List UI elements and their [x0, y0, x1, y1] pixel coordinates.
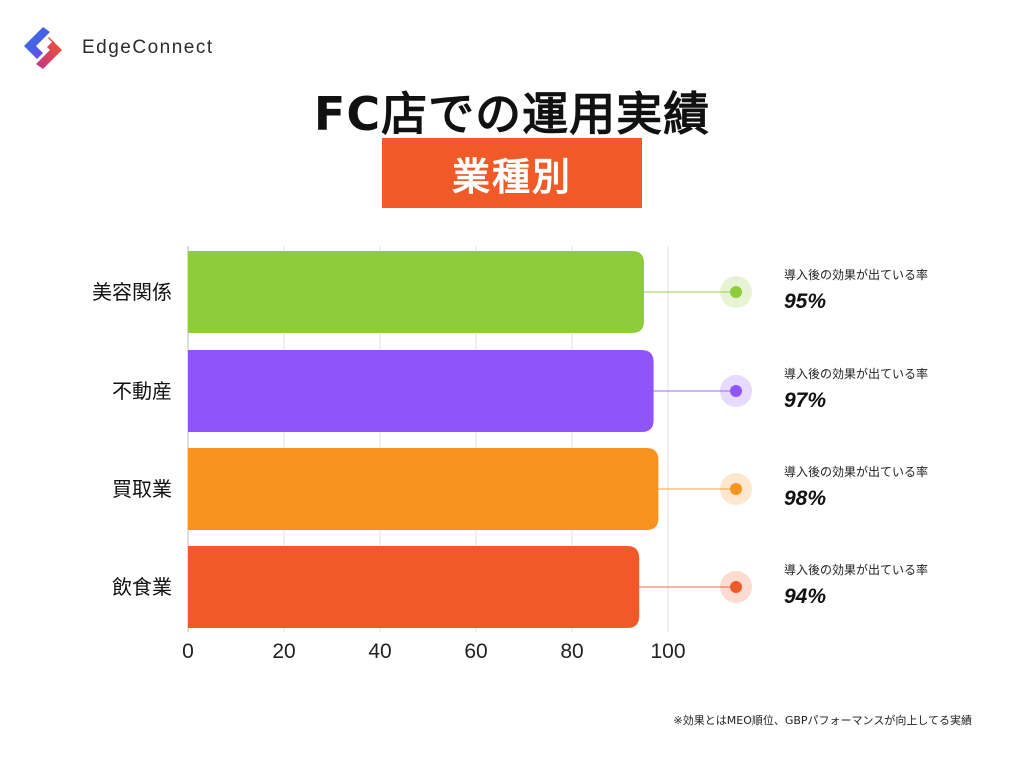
x-tick-label: 80 — [560, 640, 583, 663]
value-label: 94% — [784, 585, 826, 608]
value-label: 97% — [784, 389, 826, 412]
marker-dot — [730, 286, 742, 298]
x-tick-label: 40 — [368, 640, 391, 663]
page-title: FC店での運用実績 — [313, 87, 711, 141]
x-tick-label: 100 — [650, 640, 685, 663]
category-label: 美容関係 — [92, 280, 172, 304]
bar — [188, 350, 654, 432]
annotation-caption: 導入後の効果が出ている率 — [784, 366, 928, 381]
marker-dot — [730, 581, 742, 593]
category-label: 買取業 — [112, 477, 172, 501]
category-label: 飲食業 — [112, 575, 172, 599]
annotation-caption: 導入後の効果が出ている率 — [784, 464, 928, 479]
bar-chart: 0 20 40 60 80 100美容関係導入後の効果が出ている率95%不動産導入後の効果… — [92, 246, 928, 663]
x-tick-label: 0 — [182, 640, 194, 663]
edgeconnect-logo-icon — [24, 27, 62, 69]
annotation-caption: 導入後の効果が出ている率 — [784, 562, 928, 577]
bar — [188, 251, 644, 333]
x-tick-label: 20 — [272, 640, 295, 663]
bar — [188, 546, 640, 628]
x-tick-label: 60 — [464, 640, 487, 663]
marker-dot — [730, 483, 742, 495]
category-label: 不動産 — [112, 379, 172, 403]
value-label: 98% — [784, 487, 826, 510]
brand-name: EdgeConnect — [82, 37, 214, 58]
brand: EdgeConnect — [16, 22, 214, 74]
bar — [188, 448, 659, 530]
footnote: ※効果とはMEO順位、GBPパフォーマンスが向上してる実績 — [673, 714, 972, 727]
value-label: 95% — [784, 290, 826, 313]
annotation-caption: 導入後の効果が出ている率 — [784, 267, 928, 282]
marker-dot — [730, 385, 742, 397]
subtitle-badge: 業種別 — [382, 138, 642, 208]
